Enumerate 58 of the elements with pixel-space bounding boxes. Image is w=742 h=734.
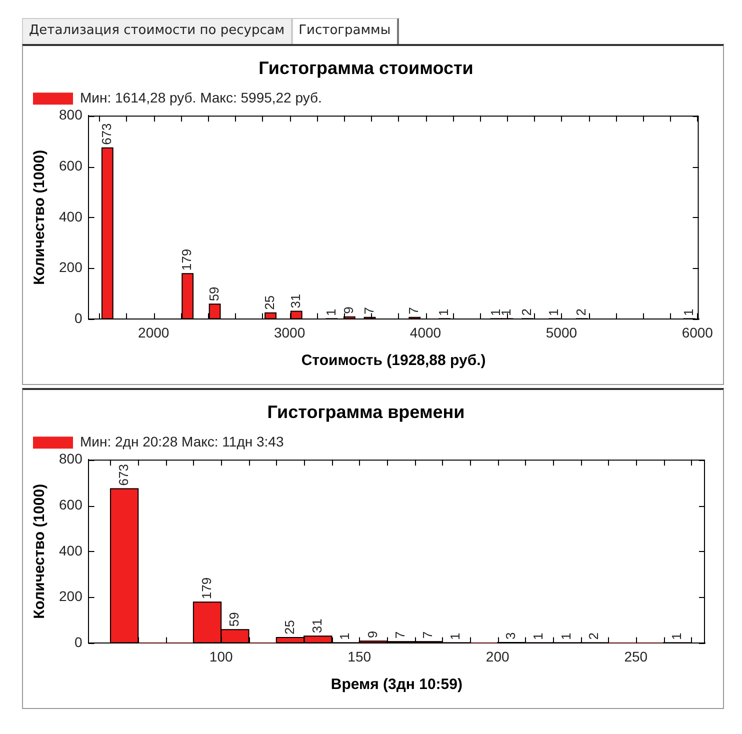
data-label: 1: [323, 308, 338, 316]
data-label: 673: [116, 464, 131, 486]
y-axis-title: Количество (1000): [31, 150, 48, 285]
data-label: 179: [179, 248, 194, 271]
data-label: 3: [503, 632, 518, 640]
data-label: 9: [364, 630, 380, 638]
data-label: 25: [282, 620, 297, 634]
x-tick-label: 6000: [682, 324, 714, 340]
x-tick-label: 200: [486, 648, 510, 664]
data-label: 2: [573, 308, 588, 316]
y-tick-label: 800: [59, 450, 83, 466]
y-axis-title: Количество (1000): [31, 484, 48, 619]
y-tick-label: 800: [59, 106, 83, 122]
x-tick-label: 4000: [410, 324, 442, 340]
y-tick-label: 200: [59, 259, 83, 276]
y-tick-label: 0: [74, 310, 83, 326]
y-tick-label: 600: [59, 496, 83, 512]
data-label: 59: [206, 286, 222, 302]
legend-label: Мин: 1614,28 руб. Макс: 5995,22 руб.: [80, 89, 322, 106]
data-label: 2: [586, 632, 601, 640]
data-label: 1: [680, 308, 696, 316]
data-label: 673: [98, 123, 114, 145]
x-tick-label: 2000: [138, 324, 170, 340]
data-label: 179: [198, 577, 214, 600]
data-label: 59: [226, 612, 242, 627]
text: Детализация стоимости по ресурсам: [22, 18, 292, 44]
x-tick-label: 5000: [546, 324, 578, 340]
y-tick-label: 0: [74, 634, 83, 650]
data-label: 9: [340, 306, 356, 314]
data-label: 31: [288, 294, 303, 308]
data-label: 1: [448, 632, 463, 640]
x-axis-title: Время (3дн 10:59): [330, 676, 462, 694]
data-label: 7: [406, 307, 422, 314]
data-label: 1: [436, 308, 452, 316]
legend-label: Мин: 2дн 20:28 Макс: 11дн 3:43: [80, 433, 284, 450]
data-label: 2: [519, 308, 534, 316]
x-tick-label: 100: [209, 648, 233, 664]
data-label: 31: [309, 618, 324, 634]
data-label: 1: [530, 632, 546, 640]
chart-title: Гистограмма стоимости: [258, 58, 474, 78]
y-tick-label: 600: [59, 157, 83, 174]
data-label: 7: [392, 631, 408, 639]
y-tick-label: 200: [59, 588, 83, 604]
data-label: 1: [546, 308, 562, 316]
x-tick-label: 3000: [274, 324, 306, 340]
x-tick-label: 150: [348, 648, 372, 664]
x-tick-label: 250: [624, 648, 648, 664]
data-label: 1: [337, 632, 352, 640]
data-label: 7: [361, 307, 376, 314]
y-tick-label: 400: [59, 542, 83, 558]
data-label: 1: [668, 632, 684, 640]
data-label: 1: [558, 632, 574, 640]
data-label: 7: [420, 631, 436, 639]
chart-title: Гистограмма времени: [267, 402, 465, 422]
data-label: 25: [262, 295, 278, 310]
x-axis-title: Стоимость (1928,88 руб.): [301, 352, 486, 370]
y-tick-label: 400: [59, 208, 83, 224]
text: Гистограммы: [292, 18, 399, 44]
